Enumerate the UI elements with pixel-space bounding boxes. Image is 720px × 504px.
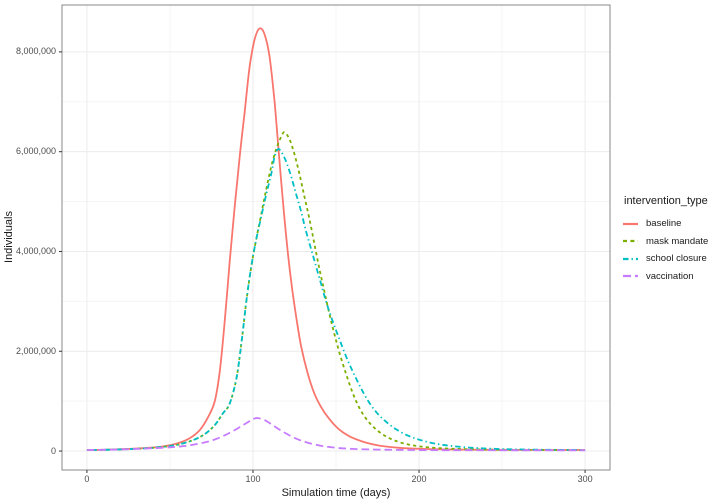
legend-item-baseline: baseline [622, 215, 708, 233]
y-tick-label: 6,000,000 [15, 146, 56, 157]
series-line-vaccination [86, 417, 586, 452]
y-tick-label: 0 [50, 445, 56, 456]
panel-border [61, 4, 611, 471]
x-tick-label: 300 [577, 474, 593, 484]
legend-key-line-icon [623, 222, 638, 225]
x-tick-label: 100 [245, 474, 261, 484]
series-line-baseline [86, 27, 586, 451]
legend-items: baseline mask mandate school closure vaccin… [622, 215, 708, 285]
legend-key-line-icon [623, 257, 638, 260]
y-tick-label: 2,000,000 [15, 345, 56, 356]
y-tick-label: 8,000,000 [15, 46, 56, 57]
x-axis-title: Simulation time (days) [281, 487, 391, 499]
legend-item-vaccination: vaccination [622, 268, 708, 286]
x-tick-label: 0 [84, 474, 90, 484]
legend: intervention_type baseline mask mandate sc… [622, 195, 708, 285]
series-line-mask-mandate [86, 131, 586, 451]
legend-item-label: baseline [646, 218, 682, 230]
legend-key-line-icon [623, 275, 638, 278]
legend-item-school-closure: school closure [622, 250, 708, 268]
legend-item-label: school closure [646, 253, 707, 265]
legend-key-line-icon [623, 240, 638, 243]
y-tick-label: 4,000,000 [15, 245, 56, 256]
legend-title: intervention_type [624, 195, 708, 207]
series-line-school-closure [86, 148, 586, 451]
legend-item-label: mask mandate [646, 235, 709, 247]
legend-item-label: vaccination [646, 270, 694, 282]
legend-item-mask-mandate: mask mandate [622, 233, 708, 251]
x-tick-label: 200 [411, 474, 427, 484]
y-axis-title: Individuals [3, 211, 15, 263]
